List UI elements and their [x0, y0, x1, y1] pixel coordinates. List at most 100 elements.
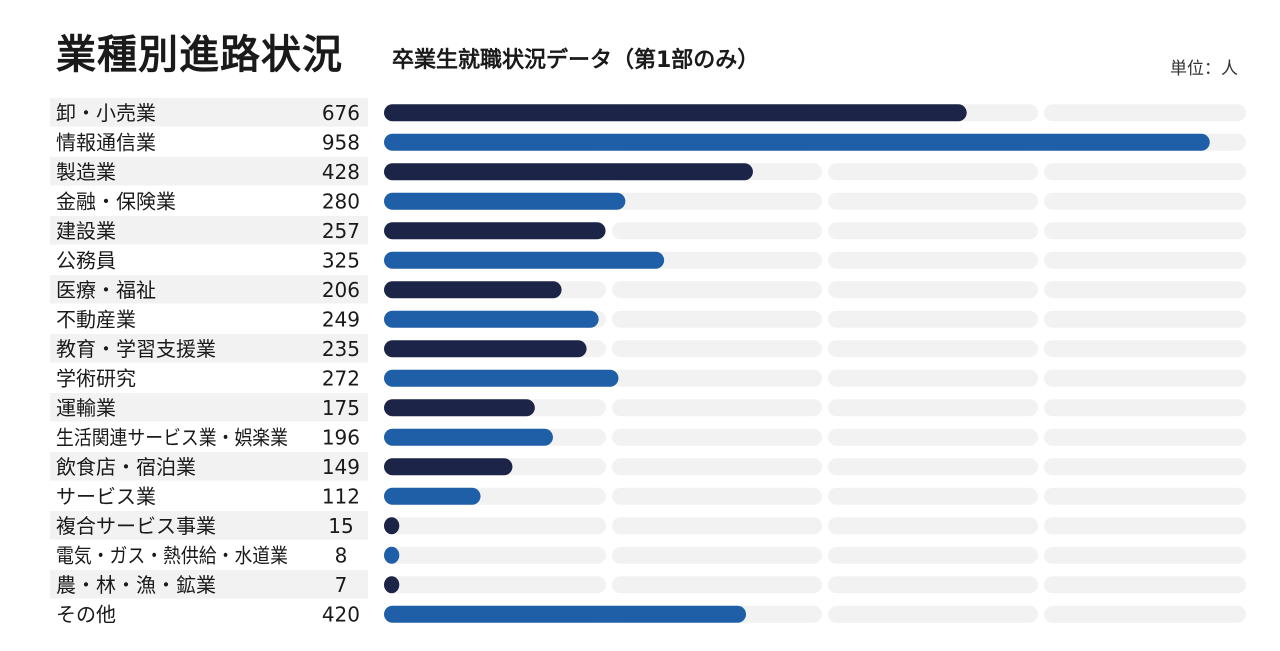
bar	[384, 517, 400, 535]
row-label-bg	[50, 452, 368, 481]
bar-track-segment	[1044, 487, 1246, 505]
bar-track-segment	[384, 517, 606, 535]
value-label: 257	[322, 219, 360, 243]
category-label: 電気・ガス・熱供給・水道業	[56, 543, 288, 567]
bar-track-segment	[612, 340, 822, 358]
bar	[384, 369, 619, 387]
chart-subtitle: 卒業生就職状況データ（第1部のみ）	[392, 48, 760, 73]
bar-track-segment	[828, 487, 1038, 505]
value-label: 235	[322, 337, 360, 361]
value-label: 420	[322, 602, 360, 626]
value-label: 112	[322, 484, 360, 508]
row-label-bg	[50, 334, 368, 363]
value-label: 15	[328, 514, 353, 538]
bar-track-segment	[612, 517, 822, 535]
bar-track-segment	[612, 428, 822, 446]
bar-track-segment	[612, 399, 822, 417]
value-label: 206	[322, 278, 360, 302]
bar	[384, 546, 400, 564]
category-label: 教育・学習支援業	[56, 337, 216, 361]
category-label: サービス業	[56, 484, 156, 508]
category-label: 農・林・漁・鉱業	[56, 573, 216, 597]
row-label-bg	[50, 275, 368, 304]
row-label-bg	[50, 570, 368, 599]
bar-track-segment	[828, 222, 1038, 240]
bar-track-segment	[828, 458, 1038, 476]
bar-track-segment	[828, 281, 1038, 299]
bar	[384, 340, 587, 358]
category-label: 卸・小売業	[56, 101, 156, 125]
bar-track-segment	[1044, 222, 1246, 240]
value-label: 958	[322, 130, 360, 154]
bar-track-segment	[1044, 192, 1246, 210]
bar-track-segment	[612, 546, 822, 564]
bar-track-segment	[612, 369, 822, 387]
bar-track-segment	[612, 458, 822, 476]
bar	[384, 281, 562, 299]
bar-track-segment	[1044, 281, 1246, 299]
row-label-bg	[50, 216, 368, 245]
bar-track-segment	[828, 340, 1038, 358]
bar-track-segment	[1044, 517, 1246, 535]
category-label: 複合サービス事業	[56, 514, 216, 538]
category-label: 公務員	[56, 248, 116, 272]
bar-track-segment	[1044, 605, 1246, 623]
category-label: 学術研究	[56, 366, 136, 390]
bar-track-segment	[384, 576, 606, 594]
bar	[384, 458, 513, 476]
bar-track-segment	[828, 163, 1038, 181]
bar-track-segment	[828, 369, 1038, 387]
bar-track-segment	[612, 576, 822, 594]
value-label: 8	[335, 543, 348, 567]
bar-track-segment	[828, 576, 1038, 594]
bar-track-segment	[384, 546, 606, 564]
bar-track-segment	[612, 192, 822, 210]
bar	[384, 104, 967, 122]
bar	[384, 428, 553, 446]
bar	[384, 310, 599, 328]
value-label: 676	[322, 101, 360, 125]
bar-track-segment	[1044, 251, 1246, 269]
category-label: 金融・保険業	[56, 189, 176, 213]
bar	[384, 251, 665, 269]
bar-track-segment	[828, 546, 1038, 564]
row-label-bg	[50, 157, 368, 186]
chart-title: 業種別進路状況	[56, 32, 343, 78]
bar-track-segment	[1044, 104, 1246, 122]
category-label: 建設業	[56, 219, 116, 243]
category-label: 情報通信業	[56, 130, 156, 154]
value-label: 325	[322, 248, 360, 272]
bar-track-segment	[1044, 369, 1246, 387]
bar-track-segment	[828, 192, 1038, 210]
bar	[384, 192, 626, 210]
bar	[384, 605, 747, 623]
category-label: その他	[56, 602, 116, 626]
bar-track-segment	[828, 399, 1038, 417]
category-label: 運輸業	[56, 396, 116, 420]
bar-track-segment	[1044, 428, 1246, 446]
bar-track-segment	[612, 251, 822, 269]
value-label: 149	[322, 455, 360, 479]
bar	[384, 576, 400, 594]
bar	[384, 487, 481, 505]
value-label: 196	[322, 425, 360, 449]
row-label-bg	[50, 393, 368, 422]
value-label: 7	[335, 573, 348, 597]
bar-track-segment	[828, 428, 1038, 446]
bar	[384, 222, 606, 240]
bar-track-segment	[828, 517, 1038, 535]
bar-track-segment	[612, 487, 822, 505]
value-label: 280	[322, 189, 360, 213]
value-label: 428	[322, 160, 360, 184]
bar-track-segment	[1044, 458, 1246, 476]
bar-track-segment	[1044, 340, 1246, 358]
bar-track-segment	[1044, 576, 1246, 594]
row-label-bg	[50, 511, 368, 540]
bar-track-segment	[1044, 546, 1246, 564]
bar	[384, 399, 535, 417]
value-label: 272	[322, 366, 360, 390]
bar-track-segment	[828, 605, 1038, 623]
category-label: 飲食店・宿泊業	[56, 455, 196, 479]
bar	[384, 163, 753, 181]
bar-track-segment	[1044, 310, 1246, 328]
